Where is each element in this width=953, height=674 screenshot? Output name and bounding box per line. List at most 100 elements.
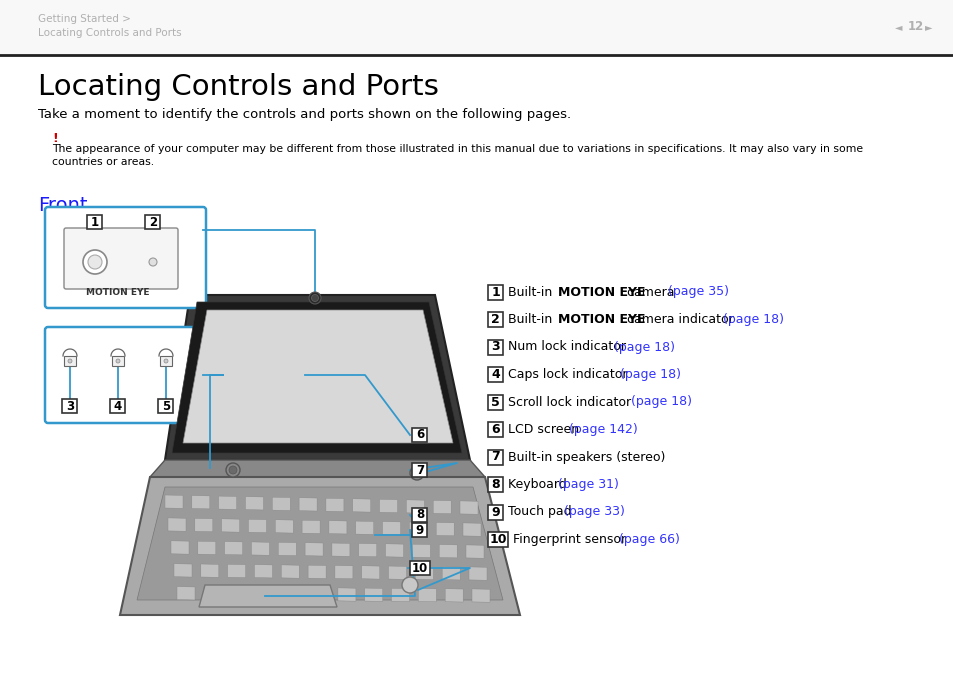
Text: MOTION EYE: MOTION EYE (558, 286, 645, 299)
Text: (page 18): (page 18) (630, 396, 691, 408)
Text: ◄: ◄ (894, 22, 902, 32)
Text: 10: 10 (412, 561, 428, 574)
Text: The appearance of your computer may be different from those illustrated in this : The appearance of your computer may be d… (52, 144, 862, 154)
Polygon shape (218, 496, 236, 510)
Text: 5: 5 (491, 396, 499, 408)
Polygon shape (438, 545, 456, 558)
Polygon shape (382, 522, 400, 535)
Polygon shape (326, 498, 343, 512)
Polygon shape (361, 565, 379, 579)
Circle shape (226, 463, 240, 477)
Text: MOTION EYE: MOTION EYE (558, 313, 645, 326)
Bar (488, 340, 502, 355)
Polygon shape (406, 500, 424, 513)
Text: countries or areas.: countries or areas. (52, 157, 154, 167)
Circle shape (410, 466, 423, 480)
Polygon shape (165, 495, 183, 508)
Text: 7: 7 (491, 450, 499, 464)
Polygon shape (248, 519, 266, 532)
Polygon shape (418, 588, 436, 602)
FancyBboxPatch shape (45, 207, 206, 308)
Polygon shape (469, 567, 486, 580)
Text: Fingerprint sensor: Fingerprint sensor (513, 533, 630, 546)
Circle shape (401, 577, 417, 593)
Bar (146, 215, 160, 229)
Text: Keyboard: Keyboard (507, 478, 570, 491)
Text: 3: 3 (66, 400, 74, 412)
Text: 8: 8 (491, 478, 499, 491)
Circle shape (149, 258, 157, 266)
Text: Caps lock indicator: Caps lock indicator (507, 368, 631, 381)
Polygon shape (254, 565, 273, 578)
Bar (488, 450, 502, 464)
Bar (488, 284, 502, 299)
Polygon shape (224, 541, 242, 555)
Bar (488, 505, 502, 520)
Polygon shape (278, 543, 296, 555)
Polygon shape (177, 586, 194, 600)
Text: (page 35): (page 35) (667, 286, 728, 299)
Text: 4: 4 (491, 368, 499, 381)
Text: ►: ► (924, 22, 931, 32)
Polygon shape (194, 518, 213, 532)
Text: (page 66): (page 66) (618, 533, 679, 546)
Text: 9: 9 (491, 506, 499, 518)
Polygon shape (353, 499, 371, 512)
Text: 6: 6 (416, 429, 424, 441)
Text: Locating Controls and Ports: Locating Controls and Ports (38, 73, 438, 101)
Text: (page 18): (page 18) (618, 368, 679, 381)
Text: 8: 8 (416, 508, 424, 522)
Text: (page 142): (page 142) (569, 423, 638, 436)
Polygon shape (358, 543, 376, 557)
FancyBboxPatch shape (64, 228, 178, 289)
Polygon shape (332, 543, 350, 557)
Polygon shape (472, 589, 490, 603)
Bar (488, 532, 507, 547)
Bar (488, 422, 502, 437)
Text: Touch pad: Touch pad (507, 506, 575, 518)
Polygon shape (281, 565, 299, 578)
Polygon shape (245, 497, 263, 510)
Polygon shape (275, 520, 293, 533)
Text: Take a moment to identify the controls and ports shown on the following pages.: Take a moment to identify the controls a… (38, 108, 571, 121)
Bar (488, 312, 502, 327)
Text: 3: 3 (491, 340, 499, 353)
Polygon shape (137, 487, 502, 600)
Text: Getting Started >: Getting Started > (38, 14, 131, 24)
Polygon shape (308, 565, 326, 578)
Text: Built-in speakers (stereo): Built-in speakers (stereo) (507, 450, 664, 464)
Polygon shape (391, 588, 409, 602)
Polygon shape (385, 544, 403, 557)
Circle shape (83, 250, 107, 274)
Polygon shape (388, 566, 406, 580)
Polygon shape (171, 541, 189, 554)
Text: Locating Controls and Ports: Locating Controls and Ports (38, 28, 181, 38)
Polygon shape (183, 310, 453, 443)
Polygon shape (257, 587, 275, 601)
Bar (111, 399, 126, 413)
Text: !: ! (52, 132, 58, 145)
Polygon shape (197, 541, 215, 555)
Polygon shape (355, 521, 374, 534)
Bar (410, 561, 430, 575)
Bar (88, 215, 102, 229)
Polygon shape (433, 500, 451, 514)
Polygon shape (337, 588, 355, 601)
Polygon shape (379, 499, 397, 513)
Text: 6: 6 (491, 423, 499, 436)
Circle shape (88, 255, 102, 269)
Bar (64, 356, 76, 366)
Text: 12: 12 (907, 20, 923, 34)
Polygon shape (299, 497, 316, 511)
Polygon shape (199, 585, 336, 607)
Bar (0, 0, 953, 55)
Text: 4: 4 (113, 400, 122, 412)
FancyBboxPatch shape (45, 327, 206, 423)
Text: Scroll lock indicator: Scroll lock indicator (507, 396, 635, 408)
Polygon shape (436, 522, 454, 536)
Polygon shape (442, 567, 459, 580)
Polygon shape (462, 523, 480, 537)
Polygon shape (335, 565, 353, 579)
Polygon shape (272, 497, 290, 510)
Polygon shape (302, 520, 320, 534)
